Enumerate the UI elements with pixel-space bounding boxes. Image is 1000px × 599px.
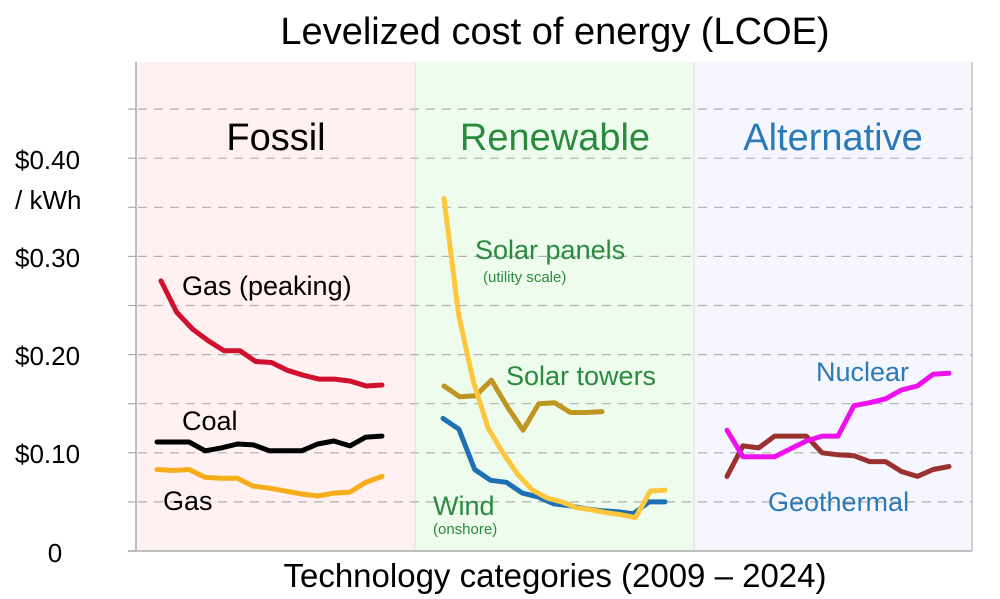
series-label-gas-peaking: Gas (peaking) (182, 271, 352, 301)
series-label-solar-panels: Solar panels (475, 235, 625, 265)
series-label-wind: Wind (433, 491, 495, 521)
series-line-nuclear (724, 370, 952, 460)
y-unit-label: / kWh (15, 185, 81, 215)
series-line-solar-towers (441, 377, 605, 433)
series-label-gas: Gas (163, 486, 213, 516)
y-tick-label-0.30: $0.30 (15, 243, 80, 273)
y-tick-label-0.10: $0.10 (15, 439, 80, 469)
series-line-solar-panels (441, 196, 668, 521)
y-tick-label-0.40: $0.40 (15, 145, 80, 175)
series-line-gas (154, 467, 385, 499)
series-sublabel-solar-panels: (utility scale) (483, 269, 566, 286)
chart-title: Levelized cost of energy (LCOE) (280, 11, 829, 53)
series-line-gas-peaking (158, 278, 385, 389)
series-lines (154, 196, 952, 521)
panel-title-alternative: Alternative (743, 117, 923, 159)
series-line-coal (154, 433, 385, 454)
series-label-nuclear: Nuclear (816, 357, 909, 387)
y-tick-label-0: 0 (48, 538, 62, 568)
x-axis-label: Technology categories (2009 – 2024) (283, 557, 826, 594)
series-label-coal: Coal (182, 406, 238, 436)
series-line-geothermal (724, 433, 952, 479)
series-label-solar-towers: Solar towers (506, 361, 656, 391)
y-tick-label-0.20: $0.20 (15, 341, 80, 371)
series-label-geothermal: Geothermal (768, 487, 909, 517)
panel-title-fossil: Fossil (226, 117, 325, 159)
series-line-wind (440, 415, 668, 517)
y-tick-marks (128, 108, 136, 552)
panel-title-renewable: Renewable (460, 117, 650, 159)
series-sublabel-wind: (onshore) (433, 521, 497, 538)
